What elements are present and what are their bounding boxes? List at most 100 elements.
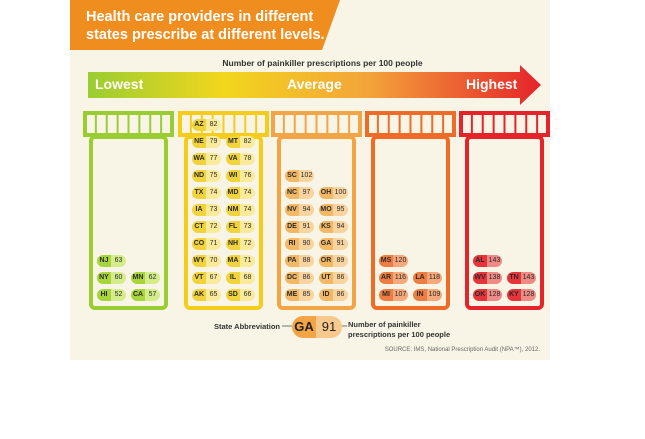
state-abbr: GA [319,238,333,250]
state-pill-ri: RI 90 [285,238,314,250]
state-abbr: PA [285,255,299,267]
state-value: 74 [240,204,255,216]
state-pill-nh: NH 72 [226,238,255,250]
state-value: 102 [299,170,314,182]
state-value: 85 [299,289,314,301]
state-value: 52 [111,289,126,301]
state-value: 71 [240,255,255,267]
source-note: SOURCE: IMS, National Prescription Audit… [384,347,540,353]
state-pill-wi: WI 76 [226,170,255,182]
state-value: 66 [240,289,255,301]
state-pill-md: MD 74 [226,187,255,199]
state-pill-me: ME 85 [285,289,314,301]
state-abbr: SD [226,289,240,301]
state-pill-wa: WA 77 [192,153,221,165]
state-abbr: WY [192,255,206,267]
state-pill-ia: IA 73 [192,204,221,216]
state-abbr: LA [413,272,427,284]
state-abbr: VT [192,272,206,284]
state-abbr: AZ [192,119,206,131]
state-pill-mn: MN 62 [131,272,160,284]
state-pill-oh: OH 100 [319,187,348,199]
state-abbr: FL [226,221,240,233]
state-abbr: NE [192,136,206,148]
state-value: 89 [333,255,348,267]
state-abbr: OK [473,289,487,301]
state-pill-id: ID 86 [319,289,348,301]
chart-title: Health care providers in different state… [86,9,325,43]
state-abbr: MO [319,204,333,216]
state-pill-ar: AR 116 [379,272,408,284]
state-value: 100 [333,187,348,199]
state-abbr: UT [319,272,333,284]
state-value: 78 [240,153,255,165]
state-value: 109 [427,289,442,301]
state-abbr: AK [192,289,206,301]
state-pill-or: OR 89 [319,255,348,267]
title-banner [70,0,340,50]
legend-abbr-label: State Abbreviation [214,322,280,331]
state-abbr: MN [131,272,145,284]
state-abbr: AL [473,255,487,267]
state-value: 143 [487,255,502,267]
state-value: 94 [333,221,348,233]
state-abbr: VA [226,153,240,165]
scale-label-lowest: Lowest [95,76,144,92]
state-pill-ut: UT 86 [319,272,348,284]
state-abbr: MS [379,255,393,267]
state-abbr: NH [226,238,240,250]
state-abbr: OR [319,255,333,267]
state-value: 67 [206,272,221,284]
state-abbr: MD [226,187,240,199]
state-pill-mo: MO 95 [319,204,348,216]
state-value: 73 [240,221,255,233]
state-abbr: DE [285,221,299,233]
state-pill-ak: AK 65 [192,289,221,301]
state-abbr: HI [97,289,111,301]
state-pill-ga: GA 91 [319,238,348,250]
state-value: 68 [240,272,255,284]
state-pill-in: IN 109 [413,289,442,301]
state-pill-ny: NY 60 [97,272,126,284]
state-abbr: CA [131,289,145,301]
state-abbr: CT [192,221,206,233]
state-pill-pa: PA 88 [285,255,314,267]
state-value: 75 [206,170,221,182]
state-pill-il: IL 68 [226,272,255,284]
state-pill-la: LA 118 [413,272,442,284]
state-abbr: ND [192,170,206,182]
scale-label-average: Average [287,76,342,92]
state-pill-nm: NM 74 [226,204,255,216]
state-value: 86 [333,289,348,301]
state-pill-ms: MS 120 [379,255,408,267]
state-abbr: DC [285,272,299,284]
state-value: 88 [299,255,314,267]
state-abbr: TN [507,272,521,284]
state-pill-nj: NJ 63 [97,255,126,267]
state-pill-az: AZ 82 [192,119,221,131]
state-abbr: WI [226,170,240,182]
state-abbr: KS [319,221,333,233]
bottle-body-5 [465,135,544,310]
state-abbr: MT [226,136,240,148]
legend-example-pill: GA 91 [292,316,342,338]
state-abbr: KY [507,289,521,301]
state-value: 128 [521,289,536,301]
state-pill-ok: OK 128 [473,289,502,301]
state-value: 74 [240,187,255,199]
state-abbr: WV [473,272,487,284]
state-abbr: CO [192,238,206,250]
state-value: 118 [427,272,442,284]
state-value: 76 [240,170,255,182]
state-pill-co: CO 71 [192,238,221,250]
state-value: 70 [206,255,221,267]
state-pill-ks: KS 94 [319,221,348,233]
state-pill-ct: CT 72 [192,221,221,233]
state-pill-ne: NE 79 [192,136,221,148]
state-value: 63 [111,255,126,267]
state-value: 72 [240,238,255,250]
state-value: 116 [393,272,408,284]
state-value: 120 [393,255,408,267]
